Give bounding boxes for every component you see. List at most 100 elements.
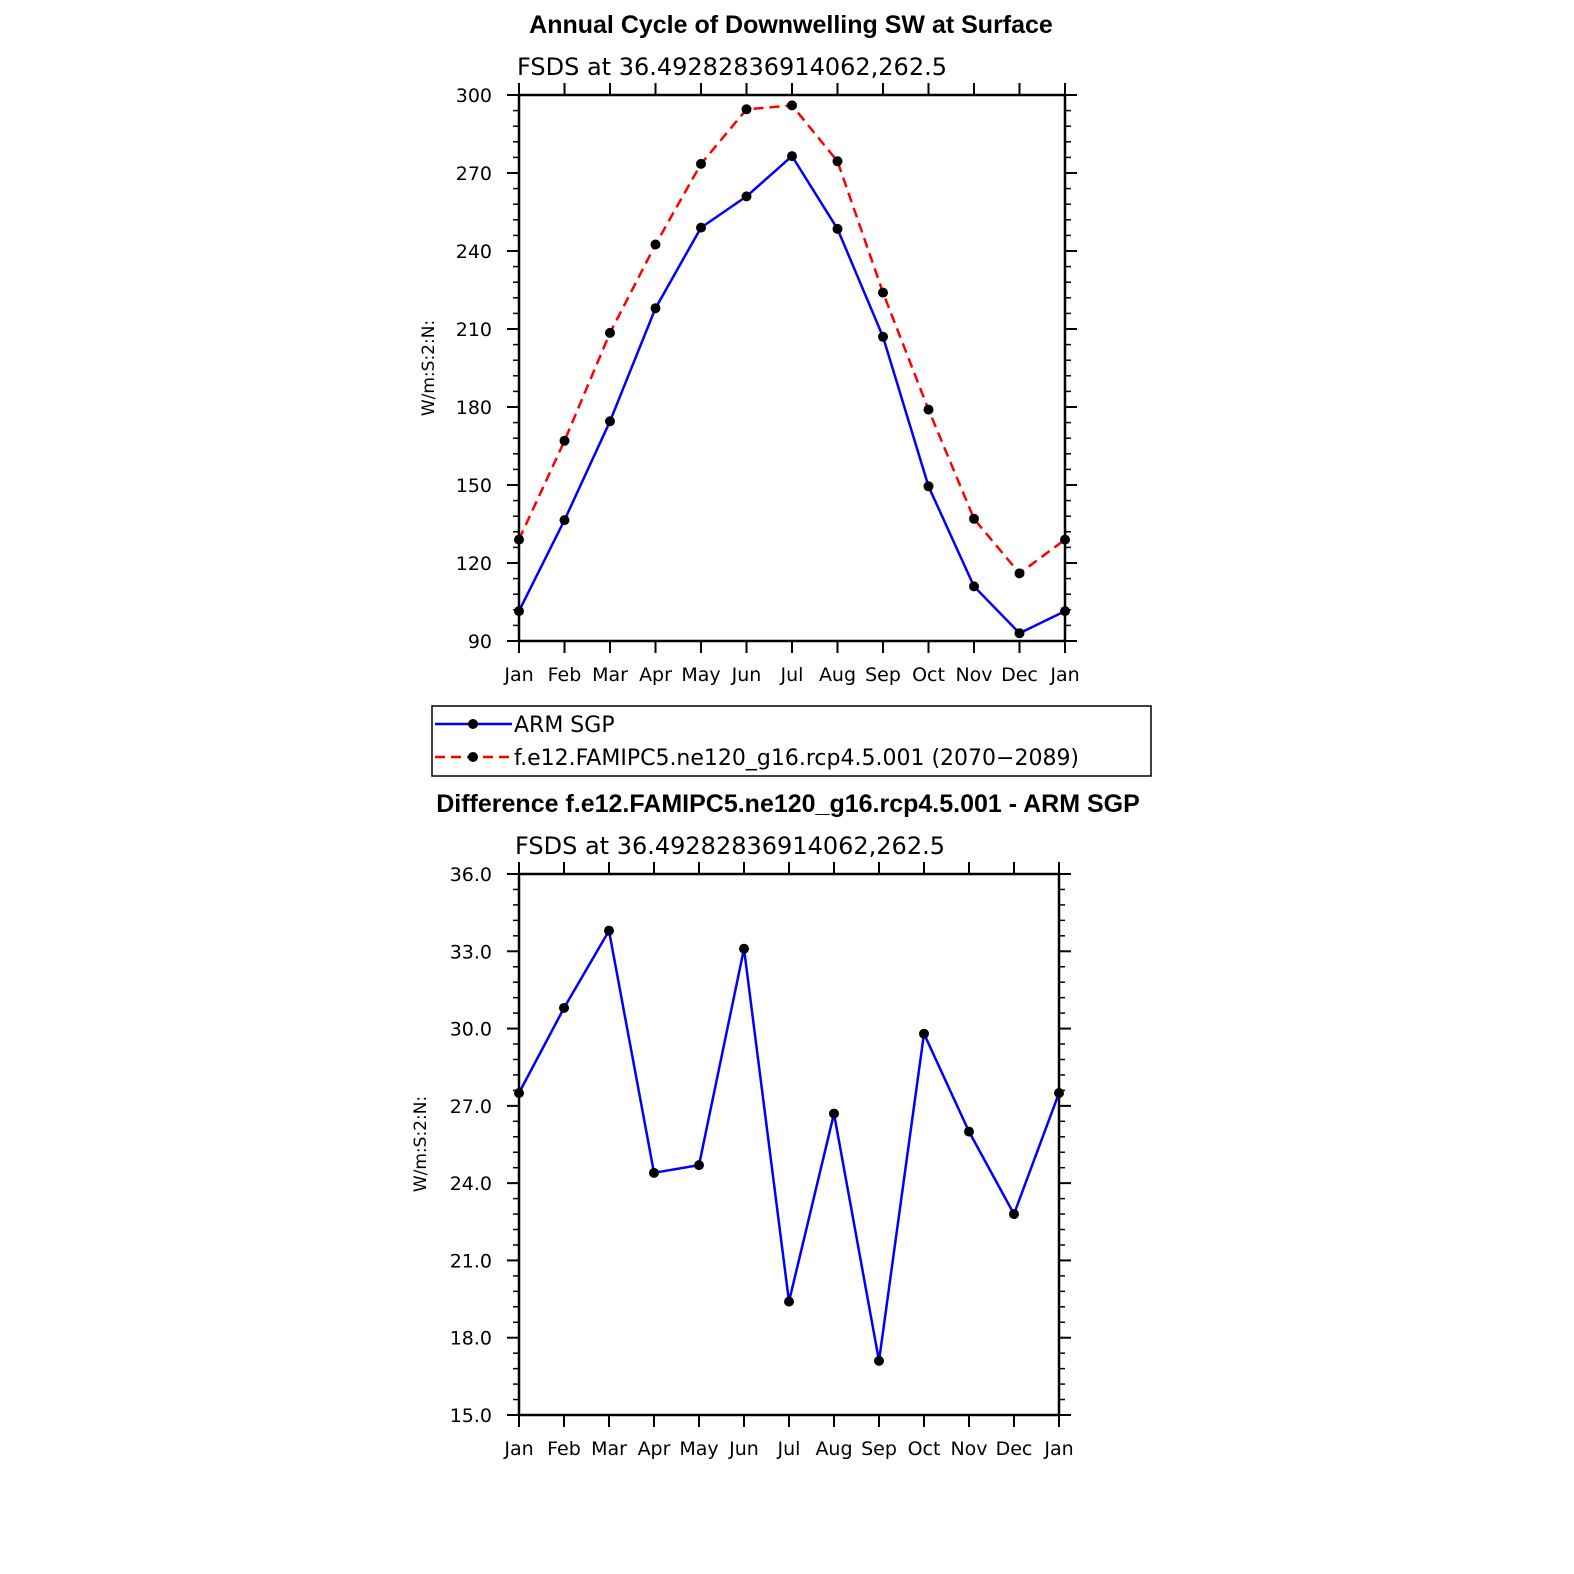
y-tick-label: 15.0 [450,1405,492,1427]
data-point-series-0 [1054,1087,1064,1098]
x-tick-label: Oct [912,664,945,686]
data-point-series-0 [514,1087,524,1098]
x-tick-label: Aug [819,664,856,686]
x-tick-label: Feb [547,1438,581,1460]
legend-box [431,705,1152,777]
data-point-series-1 [650,239,661,250]
bottom-chart-title: Difference f.e12.FAMIPC5.ne120_g16.rcp4.… [436,790,1140,818]
y-tick-label: 18.0 [450,1328,492,1350]
data-point-series-0 [1009,1209,1019,1220]
top-chart-title: Annual Cycle of Downwelling SW at Surfac… [529,11,1053,39]
bottom-plot-area: 36.0 33.0 30.0 27.0 24.0 21.0 18.0 15.0 Jan Feb Ma… [411,862,1074,1460]
data-point-series-1 [832,156,843,167]
top-panel: Annual Cycle of Downwelling SW at Surfac… [419,11,1152,777]
data-point-series-1 [787,100,797,111]
x-tick-label: Mar [591,1438,627,1460]
data-point-series-0 [923,481,934,492]
y-tick-label: 36.0 [450,864,492,886]
data-point-series-0 [604,925,614,936]
x-tick-label: Jan [1043,1438,1073,1460]
x-tick-label: Apr [639,664,672,686]
data-point-series-1 [1060,534,1070,545]
series-line-1 [517,104,1066,575]
series-line-0 [517,929,1061,1363]
data-point-series-1 [741,104,752,115]
data-point-series-0 [559,515,570,526]
y-tick-label: 24.0 [450,1173,492,1195]
series-line-0 [517,154,1066,635]
legend-label-arm-sgp: ARM SGP [514,713,615,738]
x-tick-label: Jun [731,664,762,686]
plot-frame [517,872,1061,1417]
y-tick-label: 240 [456,241,492,263]
data-point-series-0 [784,1296,794,1307]
data-point-series-0 [739,943,749,954]
x-tick-label: Jul [780,664,804,686]
data-point-series-0 [649,1167,659,1178]
data-point-series-0 [964,1126,974,1137]
data-point-series-1 [878,287,888,298]
y-tick-label: 150 [456,475,492,497]
x-tick-label: Oct [908,1438,941,1460]
x-tick-label: Jan [503,1438,533,1460]
data-point-series-0 [1014,628,1025,639]
x-tick-label: Apr [638,1438,671,1460]
data-point-series-0 [605,416,615,427]
data-point-series-1 [605,327,615,338]
x-tick-label: May [681,664,720,686]
y-tick-label: 27.0 [450,1096,492,1118]
data-point-series-0 [559,1002,569,1013]
x-tick-label: Aug [815,1438,852,1460]
data-point-series-0 [969,581,979,592]
data-point-series-0 [514,606,524,617]
x-tick-label: Dec [1001,664,1038,686]
top-chart-subtitle: FSDS at 36.49282836914062,262.5 [517,53,947,81]
y-axis-label: W/m:S:2:N: [411,1096,431,1192]
y-tick-label: 300 [456,85,492,107]
x-tick-label: Feb [548,664,582,686]
legend: ARM SGP f.e12.FAMIPC5.ne120_g16.rcp4.5.0… [431,705,1152,777]
bottom-chart-subtitle: FSDS at 36.49282836914062,262.5 [515,832,945,860]
y-tick-label: 210 [456,319,492,341]
data-point-series-1 [514,534,524,545]
y-tick-label: 90 [468,631,492,653]
y-tick-label: 270 [456,163,492,185]
data-point-series-0 [741,191,752,202]
y-axis-label: W/m:S:2:N: [419,320,439,416]
data-point-series-1 [1014,568,1025,579]
x-tick-label: Mar [592,664,628,686]
data-point-series-0 [694,1160,704,1171]
data-point-series-0 [919,1028,929,1039]
x-tick-label: Jan [1049,664,1079,686]
y-tick-label: 120 [456,553,492,575]
data-point-series-0 [874,1355,884,1366]
top-plot-area: 300 270 240 210 180 150 120 90 Jan Feb Mar Apr May Ju… [419,83,1080,686]
x-tick-label: Nov [950,1438,987,1460]
x-tick-label: Sep [865,664,901,686]
y-tick-label: 180 [456,397,492,419]
data-point-series-0 [1060,606,1070,617]
x-tick-label: Jun [728,1438,759,1460]
plot-frame [517,93,1067,643]
x-tick-label: Dec [996,1438,1033,1460]
legend-marker-model [468,752,478,762]
data-point-series-0 [787,151,797,162]
data-point-series-1 [969,513,979,524]
legend-marker-arm-sgp [468,719,478,729]
y-tick-label: 33.0 [450,941,492,963]
x-tick-label: Jul [777,1438,801,1460]
data-point-series-0 [650,303,661,314]
x-tick-label: May [679,1438,718,1460]
data-point-series-1 [923,404,934,415]
data-point-series-1 [696,158,706,169]
x-tick-label: Nov [955,664,992,686]
data-point-series-0 [878,331,888,342]
data-point-series-0 [696,222,706,233]
y-tick-label: 30.0 [450,1019,492,1041]
x-tick-label: Jan [503,664,533,686]
bottom-panel: Difference f.e12.FAMIPC5.ne120_g16.rcp4.… [411,790,1140,1460]
legend-label-model: f.e12.FAMIPC5.ne120_g16.rcp4.5.001 (2070… [514,746,1079,771]
data-point-series-0 [829,1108,839,1119]
y-tick-label: 21.0 [450,1250,492,1272]
